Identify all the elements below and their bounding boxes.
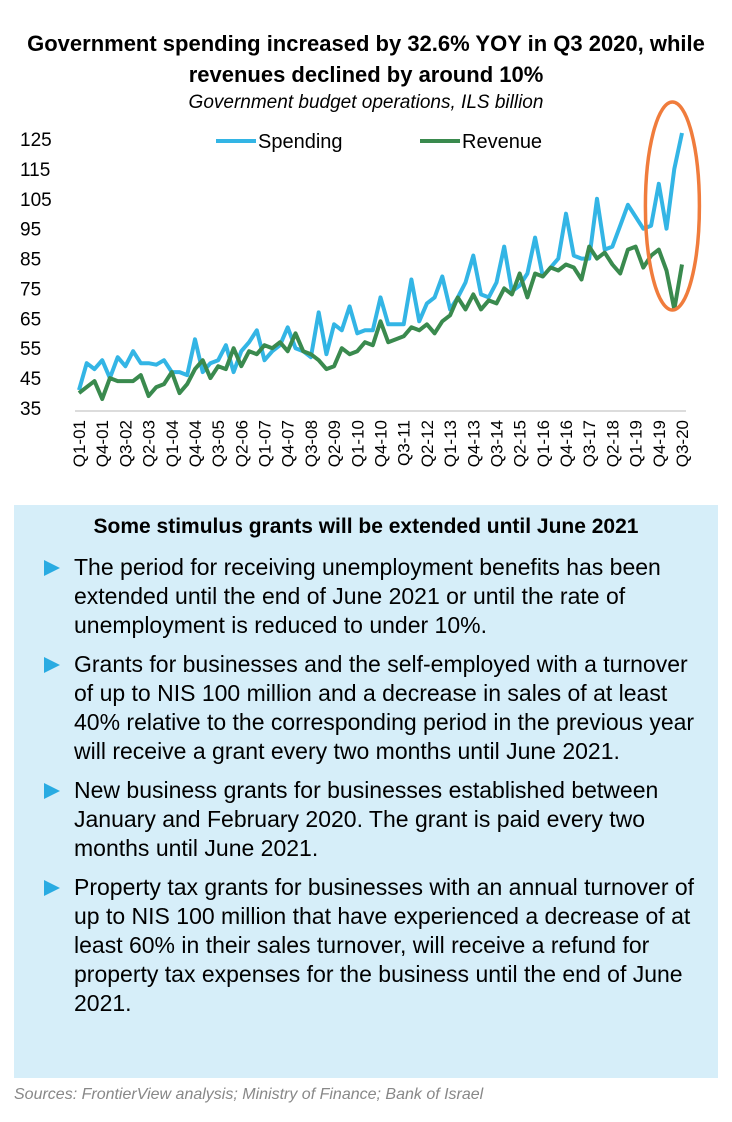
x-tick-label: Q2-12: [418, 420, 437, 467]
bullet-text: The period for receiving unemployment be…: [74, 554, 661, 638]
legend-label: Revenue: [462, 131, 542, 153]
y-tick-label: 115: [20, 160, 50, 181]
x-tick-label: Q1-10: [348, 420, 367, 467]
x-tick-label: Q4-01: [93, 420, 112, 467]
bullet-item: New business grants for businesses estab…: [44, 776, 704, 863]
x-tick-label: Q3-17: [580, 420, 599, 467]
x-tick-label: Q2-06: [232, 420, 251, 467]
y-tick-label: 85: [20, 250, 41, 271]
x-tick-label: Q2-15: [511, 420, 530, 467]
triangle-bullet-icon: [44, 783, 60, 799]
line-chart: 35 45 55 65 75 85 95 105 115 125 Q1-01 Q4-01 Q3-02 Q2…: [20, 100, 702, 467]
triangle-bullet-icon: [44, 880, 60, 896]
x-tick-label: Q2-18: [603, 420, 622, 467]
x-tick-label: Q2-03: [140, 420, 159, 467]
series-line-spending: [77, 132, 684, 391]
y-tick-label: 35: [20, 399, 41, 420]
bullet-item: Property tax grants for businesses with …: [44, 873, 704, 1018]
x-tick-label: Q4-04: [186, 420, 205, 467]
triangle-bullet-icon: [44, 560, 60, 576]
x-tick-label: Q1-07: [256, 420, 275, 467]
x-tick-label: Q4-16: [557, 420, 576, 467]
bullet-text: Grants for businesses and the self-emplo…: [74, 651, 695, 764]
chart-title: Government spending increased by 32.6% Y…: [27, 31, 705, 87]
y-tick-label: 105: [20, 190, 52, 211]
y-tick-label: 55: [20, 339, 41, 360]
bullet-text: New business grants for businesses estab…: [74, 777, 659, 861]
x-tick-label: Q3-11: [395, 420, 414, 466]
y-tick-label: 125: [20, 130, 52, 151]
x-tick-label: Q1-19: [627, 420, 646, 467]
box-title: Some stimulus grants will be extended un…: [93, 515, 639, 538]
x-tick-label: Q2-09: [325, 420, 344, 467]
y-tick-label: 95: [20, 220, 41, 241]
y-tick-label: 65: [20, 309, 41, 330]
x-tick-label: Q1-01: [70, 420, 89, 467]
bullet-item: The period for receiving unemployment be…: [44, 553, 704, 640]
triangle-bullet-icon: [44, 657, 60, 673]
source-note: Sources: FrontierView analysis; Ministry…: [14, 1086, 484, 1103]
chart-subtitle: Government budget operations, ILS billio…: [188, 92, 544, 113]
x-tick-label: Q4-19: [650, 420, 669, 467]
legend-label: Spending: [258, 131, 343, 153]
x-tick-label: Q3-14: [487, 420, 506, 467]
x-tick-label: Q1-16: [534, 420, 553, 467]
x-tick-label: Q4-07: [279, 420, 298, 467]
bullet-text: Property tax grants for businesses with …: [74, 874, 695, 1016]
x-tick-label: Q4-13: [464, 420, 483, 467]
y-tick-label: 45: [20, 369, 41, 390]
x-tick-label: Q1-04: [163, 420, 182, 467]
bullet-list: The period for receiving unemployment be…: [44, 553, 704, 1028]
highlight-ellipse: [643, 100, 702, 312]
y-tick-label: 75: [20, 279, 41, 300]
bullet-item: Grants for businesses and the self-emplo…: [44, 650, 704, 766]
x-tick-label: Q1-13: [441, 420, 460, 467]
stimulus-box: Some stimulus grants will be extended un…: [14, 505, 718, 1078]
x-tick-label: Q4-10: [372, 420, 391, 467]
x-tick-label: Q3-08: [302, 420, 321, 467]
x-tick-label: Q3-02: [116, 420, 135, 467]
series-line-revenue: [77, 244, 684, 401]
x-tick-label: Q3-20: [673, 420, 692, 467]
x-tick-label: Q3-05: [209, 420, 228, 467]
